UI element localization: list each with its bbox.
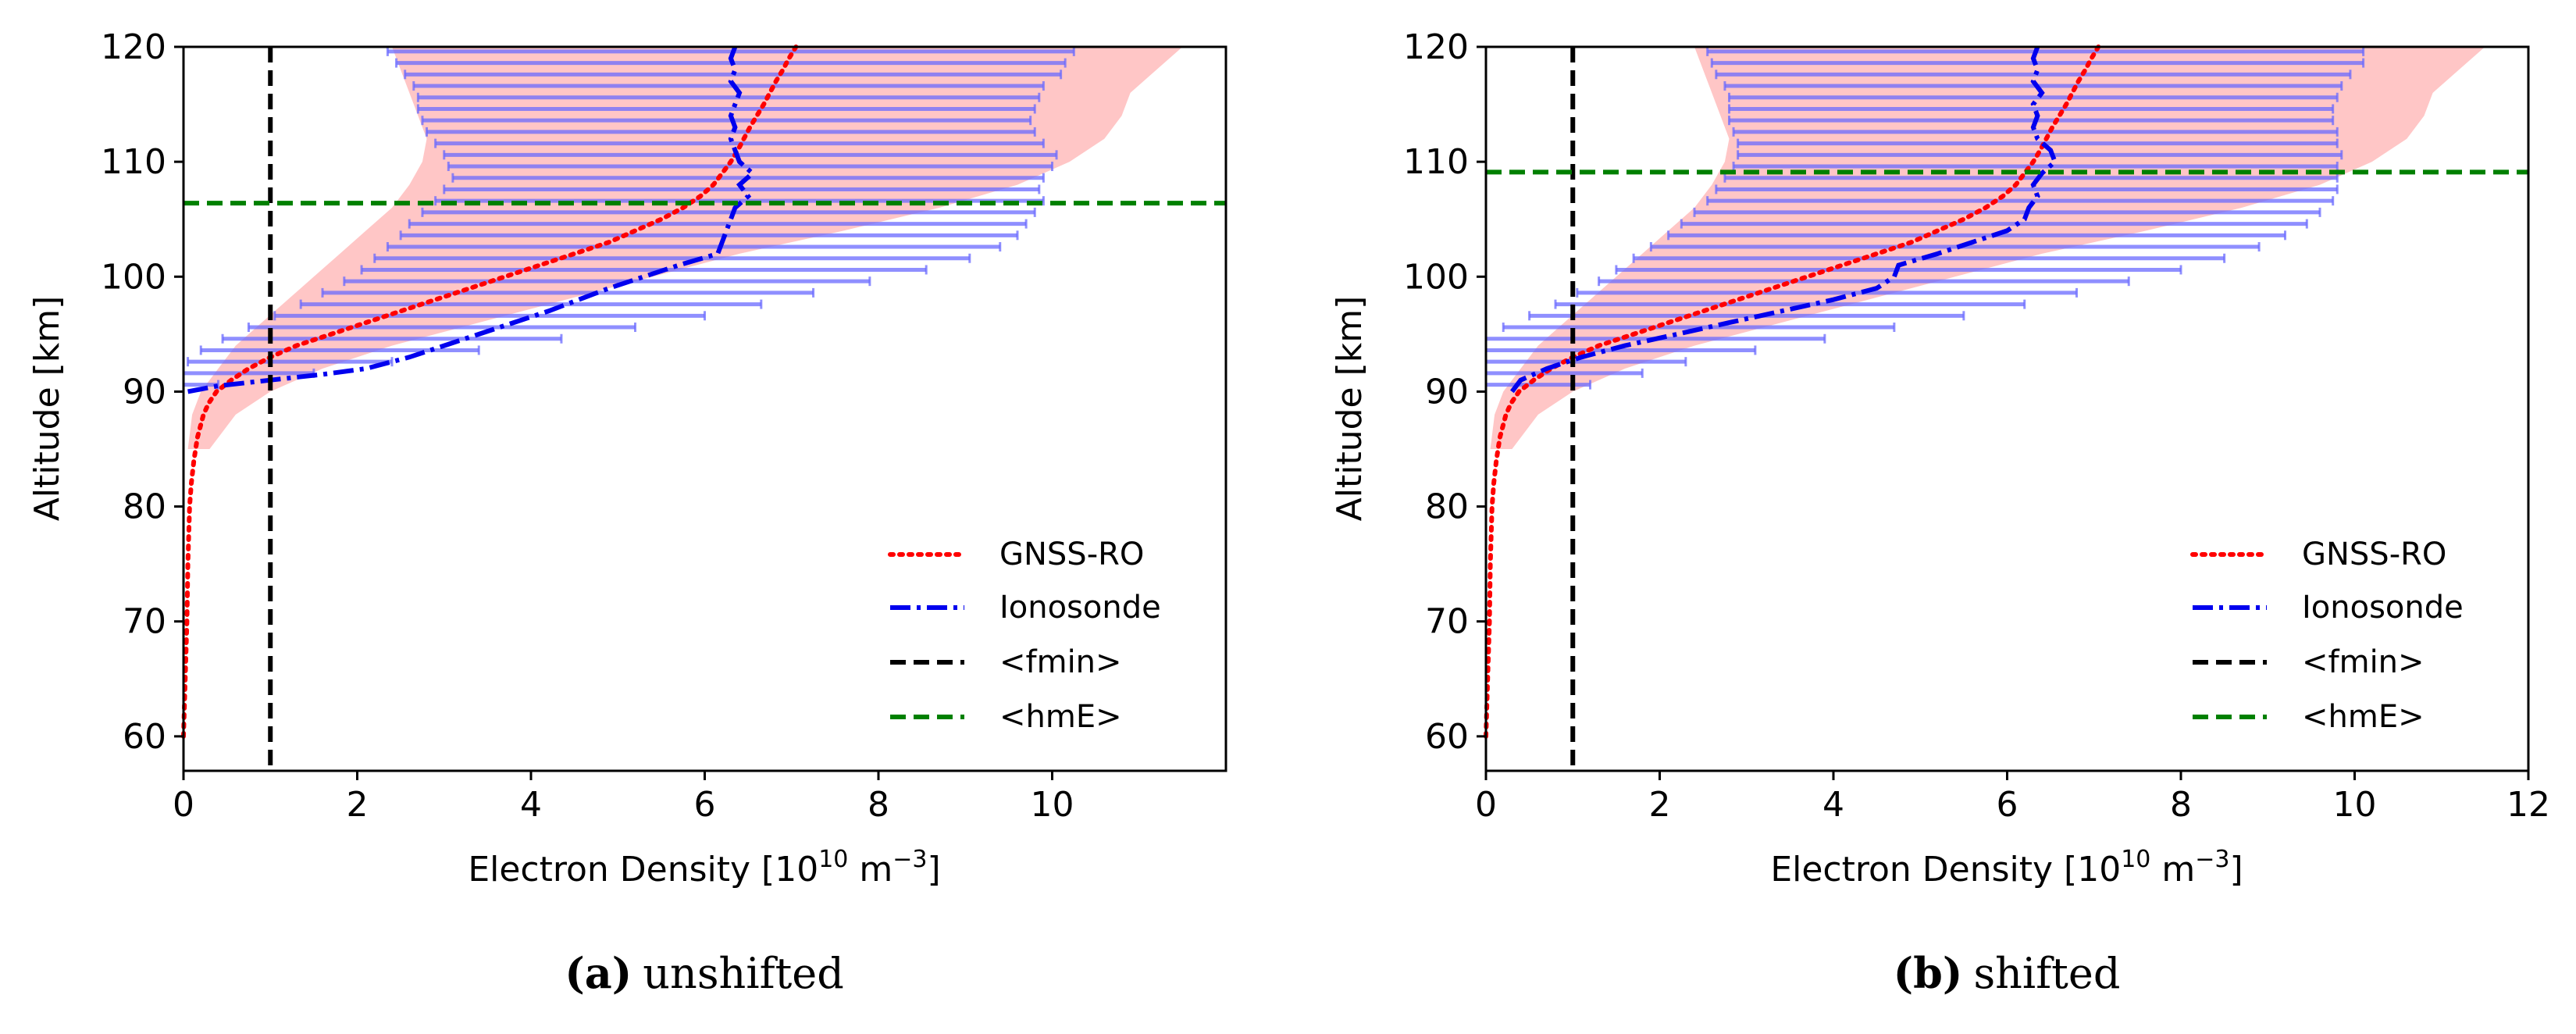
panel-b-xtick-label: 4: [1822, 785, 1844, 825]
panel-b-ionosonde-errorbar: [1723, 173, 2339, 183]
panel-a-ionosonde-line: [187, 45, 757, 394]
panel-a-legend-gnss: GNSS-RO: [999, 537, 1144, 572]
panel-a-ionosonde-errorbar: [408, 219, 1028, 229]
panel-a-ticks: 0 2 4 6 8 10 60 70 80 90 100 110 120: [101, 27, 1074, 825]
panel-b-ionosonde-errorbar: [1667, 230, 2286, 241]
panel-a-ionosonde-errorbar: [221, 333, 563, 344]
panel-a-xtick-label: 10: [1031, 785, 1074, 825]
panel-b-xtick-label: 0: [1475, 785, 1497, 825]
panel-a-xtick-label: 6: [694, 785, 716, 825]
panel-b-legend-fmin: <fmin>: [2302, 644, 2425, 680]
panel-b-xtick-label: 6: [1997, 785, 2018, 825]
panel-b-ytick-label: 60: [1425, 717, 1469, 757]
panel-a-xtick-label: 8: [868, 785, 889, 825]
panel-b-ionosonde-errorbar: [1710, 58, 2365, 68]
panel-a-legend-hme: <hmE>: [999, 699, 1122, 735]
panel-b-ionosonde-errorbar: [1598, 276, 2130, 287]
panel-b-ionosonde-errorbar: [1680, 219, 2308, 229]
panel-b-ionosonde-errorbar: [1528, 311, 1965, 321]
panel-a-ytick-label: 70: [123, 602, 166, 642]
panel-b-ionosonde-errorbar: [1728, 116, 2335, 126]
panel-b-ionosonde-errorbar: [1649, 242, 2261, 252]
panel-b-ionosonde-errorbar: [1715, 184, 2339, 194]
panel-b-ionosonde-errorbar: [1554, 299, 2026, 309]
panel-a-ionosonde-errorbar: [416, 92, 1041, 102]
panel-a-xtick-label: 2: [347, 785, 369, 825]
panel-a-ionosonde-errorbar: [421, 207, 1036, 217]
panel-b-ytick-label: 70: [1425, 602, 1469, 642]
panel-a-ionosonde-errorbar: [443, 150, 1058, 160]
panel-b-plot-area: [1484, 45, 2528, 771]
panel-a: 0 2 4 6 8 10 60 70 80 90 100 110 120 GNSS-RO Ionoson…: [27, 27, 1227, 998]
panel-b-caption: (b) shifted: [1894, 948, 2121, 998]
panel-b-ionosonde-errorbar: [1723, 81, 2343, 91]
panel-a-xtick-label: 0: [173, 785, 194, 825]
panel-b-ionosonde-errorbar: [1728, 104, 2335, 114]
panel-a-ionosonde-errorbar: [386, 242, 1002, 252]
panel-b-ytick-label: 100: [1403, 257, 1469, 297]
panel-b-legend-bg: [2154, 519, 2521, 746]
panel-b-legend-gnss: GNSS-RO: [2302, 537, 2446, 572]
panel-b-ionosonde-errorbar: [1693, 207, 2321, 217]
panel-a-ionosonde-errorbar: [399, 230, 1019, 241]
panel-b-ytick-label: 110: [1403, 142, 1469, 182]
panel-b-ytick-label: 120: [1403, 27, 1469, 67]
panel-b-legend-hme: <hmE>: [2302, 699, 2425, 735]
panel-b-ytick-label: 90: [1425, 372, 1469, 412]
panel-a-ytick-label: 60: [123, 717, 166, 757]
panel-a-ionosonde-errorbar: [321, 287, 815, 298]
panel-b-ionosonde-errorbar: [1732, 162, 2339, 172]
panel-a-legend-fmin: <fmin>: [999, 644, 1122, 680]
panel-b-ionosonde-errorbar: [1728, 92, 2339, 102]
panel-a-legend: GNSS-RO Ionosonde <fmin> <hmE>: [851, 519, 1218, 746]
panel-b-ionosonde-errorbar: [1576, 287, 2078, 298]
panel-a-plot-area: [181, 45, 1226, 771]
panel-a-ionosonde-errorbar: [187, 357, 394, 367]
panel-b-ionosonde-errorbar: [1732, 127, 2339, 137]
panel-b-ionosonde-errorbar: [1737, 138, 2339, 148]
panel-a-ionosonde-errorbar: [447, 162, 1053, 172]
panel-b-xlabel: Electron Density [1010 m−3]: [1770, 846, 2243, 890]
panel-a-ytick-label: 120: [101, 27, 166, 67]
panel-b-ticks: 0 2 4 6 8 10 12 60 70 80 90 100 110 120: [1403, 27, 2550, 825]
panel-a-ionosonde-errorbar: [360, 265, 928, 275]
panel-a-ionosonde-errorbar: [299, 299, 763, 309]
panel-a-ionosonde-errorbar: [247, 323, 636, 333]
panel-a-ionosonde-errorbar: [343, 276, 871, 287]
panel-b-xtick-label: 10: [2333, 785, 2377, 825]
panel-b-legend-ionosonde: Ionosonde: [2302, 590, 2464, 626]
panel-a-xlabel: Electron Density [1010 m−3]: [468, 846, 940, 890]
panel-a-xtick-label: 4: [520, 785, 542, 825]
panel-b-ytick-label: 80: [1425, 487, 1469, 527]
panel-a-ylabel: Altitude [km]: [27, 296, 67, 522]
panel-a-legend-ionosonde: Ionosonde: [999, 590, 1161, 626]
panel-b-gnss-ro-line: [1484, 45, 2101, 739]
panel-a-ytick-label: 110: [101, 142, 166, 182]
panel-b-xtick-label: 2: [1649, 785, 1671, 825]
panel-b-xtick-label: 12: [2507, 785, 2550, 825]
panel-a-gnss-ro-line: [181, 45, 799, 739]
panel-b-legend: GNSS-RO Ionosonde <fmin> <hmE>: [2154, 519, 2521, 746]
panel-a-ionosonde-errorbar: [416, 104, 1036, 114]
panel-a-ionosonde-errorbar: [412, 81, 1045, 91]
panel-a-ionosonde-errorbar: [426, 127, 1036, 137]
panel-a-legend-bg: [851, 519, 1218, 746]
panel-a-ionosonde-errorbar: [421, 116, 1032, 126]
panel-b: 0 2 4 6 8 10 12 60 70 80 90 100 110 120 GNSS-RO Ionos…: [1330, 27, 2550, 998]
panel-b-xtick-label: 8: [2170, 785, 2192, 825]
panel-a-ionosonde-errorbar: [373, 253, 971, 263]
panel-b-ionosonde-errorbar: [1706, 196, 2335, 206]
panel-a-ytick-label: 100: [101, 257, 166, 297]
panel-a-caption: (a) unshifted: [565, 948, 844, 998]
panel-a-ytick-label: 80: [123, 487, 166, 527]
panel-a-ionosonde-errorbar: [386, 46, 1075, 56]
panel-b-ylabel: Altitude [km]: [1330, 296, 1370, 522]
panel-a-ytick-label: 90: [123, 372, 166, 412]
panel-b-ionosonde-errorbar: [1715, 70, 2352, 80]
panel-a-ionosonde-errorbar: [273, 311, 706, 321]
